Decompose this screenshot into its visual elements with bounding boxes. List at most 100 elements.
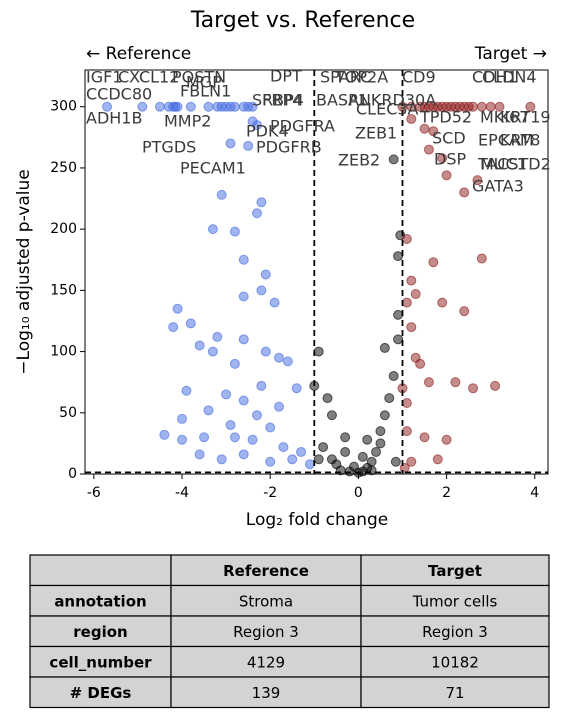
point <box>494 101 505 112</box>
gene-label: MGP <box>186 73 222 92</box>
y-tick-label: 200 <box>50 221 77 237</box>
point <box>406 113 417 124</box>
point <box>274 401 285 412</box>
point <box>472 175 483 186</box>
point <box>177 413 188 424</box>
y-tick-label: 50 <box>59 405 77 421</box>
gene-label: SFRP4 <box>252 91 302 110</box>
point <box>172 303 183 314</box>
gene-label: ZEB1 <box>355 124 397 143</box>
point <box>340 432 351 443</box>
gene-label: KRT19 <box>500 108 551 127</box>
table-cell <box>360 554 550 587</box>
gene-label: RBP4 <box>262 91 304 110</box>
gene-label: CD9 <box>402 68 436 87</box>
table-cell <box>29 584 172 617</box>
point <box>335 465 346 476</box>
gene-label: CLDN4 <box>482 68 537 87</box>
gene-label: ZEB2 <box>338 151 380 170</box>
point <box>490 380 501 391</box>
point <box>260 346 271 357</box>
point <box>388 371 399 382</box>
point <box>468 383 479 394</box>
point <box>282 356 293 367</box>
y-tick-label: 0 <box>68 466 77 482</box>
point <box>238 395 249 406</box>
table-text: 4129 <box>247 653 285 671</box>
table-cell <box>29 676 172 709</box>
chart-title: Target vs. Reference <box>190 8 415 33</box>
point <box>401 233 412 244</box>
gene-label: EPCAM <box>478 131 534 150</box>
point <box>256 197 267 208</box>
point <box>362 434 373 445</box>
point <box>256 380 267 391</box>
table-text: # DEGs <box>70 684 132 702</box>
gene-label: TPD52 <box>419 108 472 127</box>
table-text: Region 3 <box>422 623 488 641</box>
point <box>406 322 417 333</box>
point <box>168 322 179 333</box>
point <box>390 456 401 467</box>
point <box>296 446 307 457</box>
gene-label: SPARC <box>320 68 371 87</box>
point <box>318 442 329 453</box>
x-tick-label: 2 <box>442 485 451 501</box>
annotation: ← Reference <box>86 44 191 64</box>
x-tick-label: -6 <box>87 485 101 501</box>
gene-label: TOP2A <box>334 68 388 87</box>
gene-label: PDGFRB <box>256 138 322 157</box>
gene-label: MKI67 <box>480 108 529 127</box>
gene-label: PDGFRA <box>270 117 335 136</box>
gene-label: ANKRD30A <box>348 91 436 110</box>
gene-label: FBLN1 <box>180 82 231 101</box>
gene-label: PDK4 <box>246 122 289 141</box>
point <box>410 289 421 300</box>
point <box>428 257 439 268</box>
x-tick-label: -4 <box>175 485 189 501</box>
point <box>137 101 148 112</box>
point <box>274 352 285 363</box>
gene-label: POSTN <box>172 68 226 87</box>
point <box>401 297 412 308</box>
point <box>291 383 302 394</box>
gene-label: CDH1 <box>472 68 518 87</box>
point <box>423 144 434 155</box>
gene-label: SCD <box>432 129 466 148</box>
point <box>251 208 262 219</box>
point <box>159 429 170 440</box>
point <box>221 389 232 400</box>
point <box>256 285 267 296</box>
gene-label: CCDC80 <box>86 85 152 104</box>
point <box>181 385 192 396</box>
point <box>251 120 262 131</box>
gene-label: MMP2 <box>164 112 211 131</box>
point <box>459 187 470 198</box>
point <box>185 101 196 112</box>
point <box>366 456 377 467</box>
table-text: cell_number <box>49 653 152 671</box>
point <box>441 434 452 445</box>
gene-label: IGF1 <box>86 68 123 87</box>
point <box>265 456 276 467</box>
point <box>225 420 236 431</box>
point <box>419 432 430 443</box>
table-cell <box>29 645 172 678</box>
table-cell <box>170 676 362 709</box>
table-text: annotation <box>54 592 146 610</box>
point <box>177 434 188 445</box>
point <box>348 461 359 472</box>
point <box>269 297 280 308</box>
point <box>410 352 421 363</box>
table-text: region <box>73 623 127 641</box>
gene-label: MUC1 <box>480 155 527 174</box>
table-text: Target <box>428 562 482 580</box>
point <box>247 101 258 112</box>
point <box>154 101 165 112</box>
point <box>238 254 249 265</box>
point <box>203 101 214 112</box>
point <box>393 334 404 345</box>
point <box>388 154 399 165</box>
table-text: 139 <box>252 684 281 702</box>
